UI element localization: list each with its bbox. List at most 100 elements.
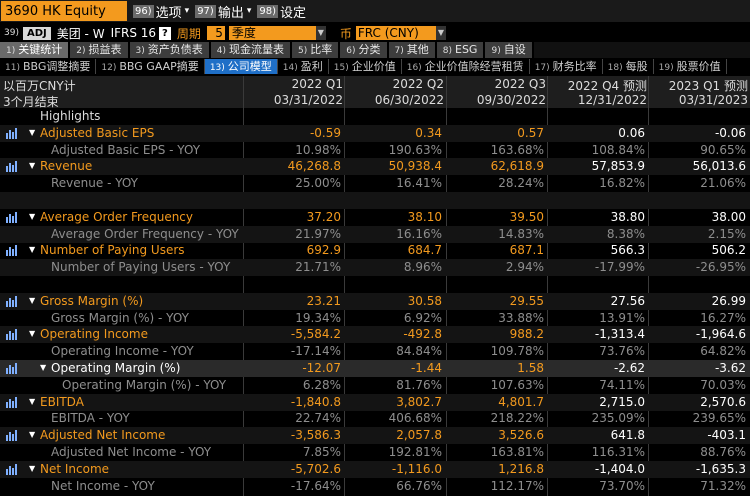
period-count-input[interactable]: 5 — [206, 26, 225, 40]
table-cell[interactable]: 27.56 — [610, 293, 645, 308]
table-cell[interactable]: 6.28% — [302, 377, 341, 392]
bar-chart-icon[interactable] — [6, 211, 18, 223]
table-cell[interactable]: 38.00 — [711, 209, 746, 224]
chevron-down-icon[interactable]: ▼ — [315, 26, 326, 40]
table-cell[interactable]: 107.63% — [490, 377, 544, 392]
triangle-down-icon[interactable]: ▼ — [29, 430, 36, 440]
table-cell[interactable]: 2.15% — [707, 226, 746, 241]
tab-primary[interactable]: 7) 其他 — [388, 42, 437, 58]
tab-secondary[interactable]: 11) BBG调整摘要 — [0, 59, 97, 74]
table-row[interactable] — [0, 276, 750, 293]
table-row[interactable]: Adjusted Net Income - YOY 7.85% 192.81% 163… — [0, 444, 750, 461]
table-cell[interactable]: 28.24% — [498, 176, 544, 191]
table-cell[interactable]: 687.1 — [509, 243, 544, 258]
table-cell[interactable]: 566.3 — [610, 243, 645, 258]
table-cell[interactable]: 641.8 — [610, 428, 645, 443]
table-cell[interactable]: 2,057.8 — [396, 428, 442, 443]
table-cell[interactable]: 16.41% — [396, 176, 442, 191]
tab-primary[interactable]: 4) 现金流量表 — [210, 42, 292, 58]
tab-secondary[interactable]: 16) 企业价值除经营租赁 — [402, 59, 530, 74]
triangle-down-icon[interactable]: ▼ — [29, 245, 36, 255]
tab-primary[interactable]: 2) 损益表 — [70, 42, 130, 58]
table-cell[interactable]: 6.92% — [403, 310, 442, 325]
table-row[interactable]: ▼ Adjusted Net Income -3,586.3 2,057.8 3,526… — [0, 427, 750, 445]
column-period[interactable]: 2022 Q4 预测 — [567, 79, 647, 93]
table-row[interactable]: ▼ Adjusted Basic EPS -0.59 0.34 0.57 0.06 -0.0… — [0, 124, 750, 142]
tab-secondary[interactable]: 13) 公司模型 — [204, 59, 278, 74]
bar-chart-icon[interactable] — [6, 363, 18, 374]
table-row[interactable]: ▼ Number of Paying Users 692.9 684.7 687.1 56… — [0, 242, 750, 259]
table-row[interactable]: ▼ Operating Income -5,584.2 -492.8 988.2 -1,3… — [0, 326, 750, 344]
table-row[interactable]: ▼ Gross Margin (%) 23.21 30.58 29.55 27.56 26.… — [0, 292, 750, 310]
table-cell[interactable]: -17.14% — [290, 344, 341, 359]
tab-secondary[interactable]: 14) 盈利 — [278, 59, 329, 74]
tab-primary[interactable]: 5) 比率 — [292, 42, 341, 58]
currency-select[interactable]: FRC (CNY) ▼ — [355, 26, 446, 40]
table-row[interactable]: Number of Paying Users - YOY 21.71% 8.96% 2… — [0, 259, 750, 277]
table-cell[interactable]: 0.34 — [415, 125, 442, 140]
table-cell[interactable]: 10.98% — [295, 142, 341, 157]
table-cell[interactable]: -17.99% — [594, 260, 645, 275]
tab-primary[interactable]: 9) 自设 — [485, 42, 534, 58]
table-row[interactable]: Net Income - YOY -17.64% 66.76% 112.17% 73.7… — [0, 478, 750, 495]
table-cell[interactable]: 218.22% — [490, 411, 544, 426]
column-period[interactable]: 2022 Q1 — [291, 77, 343, 91]
period-type-select[interactable]: 季度 ▼ — [228, 26, 326, 40]
table-cell[interactable]: 1,216.8 — [498, 461, 544, 476]
settings-menu[interactable]: 98) 设定 — [257, 2, 306, 21]
table-cell[interactable]: 3,526.6 — [498, 428, 544, 443]
table-cell[interactable]: 235.09% — [591, 411, 645, 426]
table-cell[interactable]: -1,116.0 — [391, 461, 442, 476]
table-cell[interactable]: 38.80 — [610, 209, 645, 224]
tab-secondary[interactable]: 19) 股票价值 — [654, 59, 727, 74]
table-cell[interactable]: 71.32% — [700, 478, 746, 493]
table-cell[interactable]: 239.65% — [692, 411, 746, 426]
tab-primary[interactable]: 6) 分类 — [340, 42, 389, 58]
table-row[interactable]: ▼ Revenue 46,268.8 50,938.4 62,618.9 57,853.9… — [0, 158, 750, 176]
table-cell[interactable]: 73.70% — [599, 478, 645, 493]
output-menu[interactable]: 97) 输出 ▾ — [195, 2, 251, 21]
table-cell[interactable]: -1,404.0 — [594, 461, 645, 476]
triangle-down-icon[interactable]: ▼ — [40, 363, 47, 372]
table-cell[interactable]: -5,584.2 — [290, 327, 341, 342]
table-cell[interactable]: -1,313.4 — [594, 327, 645, 342]
table-cell[interactable]: 90.65% — [700, 142, 746, 157]
table-cell[interactable]: 116.31% — [591, 445, 645, 459]
table-cell[interactable]: -0.59 — [309, 125, 341, 140]
table-cell[interactable]: 57,853.9 — [591, 159, 645, 174]
table-cell[interactable]: 26.99 — [711, 293, 746, 308]
table-cell[interactable]: -0.06 — [714, 125, 746, 140]
adj-toggle[interactable]: ADJ — [22, 26, 51, 40]
triangle-down-icon[interactable]: ▼ — [29, 211, 36, 221]
table-row[interactable]: ▼ Average Order Frequency 37.20 38.10 39.50 3… — [0, 209, 750, 226]
table-cell[interactable]: 192.81% — [388, 445, 442, 459]
table-cell[interactable]: 14.83% — [498, 226, 544, 241]
table-cell[interactable]: 46,268.8 — [287, 159, 341, 174]
triangle-down-icon[interactable]: ▼ — [29, 295, 36, 305]
table-row[interactable]: Gross Margin (%) - YOY 19.34% 6.92% 33.88% 1… — [0, 310, 750, 327]
bar-chart-icon[interactable] — [6, 245, 18, 257]
table-cell[interactable]: 16.82% — [599, 176, 645, 191]
table-cell[interactable]: 8.38% — [606, 226, 645, 241]
bar-chart-icon[interactable] — [6, 127, 18, 139]
column-period[interactable]: 2023 Q1 预测 — [668, 79, 748, 93]
table-cell[interactable]: 2.94% — [505, 260, 544, 275]
table-cell[interactable]: 33.88% — [498, 310, 544, 325]
help-icon[interactable]: ? — [159, 26, 171, 40]
table-row[interactable]: ▼ Net Income -5,702.6 -1,116.0 1,216.8 -1,404… — [0, 460, 750, 478]
table-cell[interactable]: -26.95% — [695, 260, 746, 275]
table-row[interactable]: EBITDA - YOY 22.74% 406.68% 218.22% 235.09% 2… — [0, 410, 750, 427]
table-cell[interactable]: -1,635.3 — [695, 461, 746, 476]
table-cell[interactable]: 108.84% — [591, 142, 645, 157]
table-cell[interactable]: 19.34% — [295, 310, 341, 325]
triangle-down-icon[interactable]: ▼ — [29, 329, 36, 339]
table-cell[interactable]: 37.20 — [306, 209, 341, 224]
options-menu[interactable]: 96) 选项 ▾ — [133, 2, 189, 21]
table-cell[interactable]: 62,618.9 — [490, 159, 544, 174]
table-cell[interactable]: 88.76% — [700, 445, 746, 459]
triangle-down-icon[interactable]: ▼ — [29, 463, 36, 473]
table-cell[interactable]: 2,715.0 — [599, 394, 645, 409]
table-row[interactable]: Adjusted Basic EPS - YOY 10.98% 190.63% 163… — [0, 142, 750, 159]
table-cell[interactable]: 29.55 — [509, 293, 544, 308]
table-cell[interactable]: -3.62 — [714, 361, 746, 375]
